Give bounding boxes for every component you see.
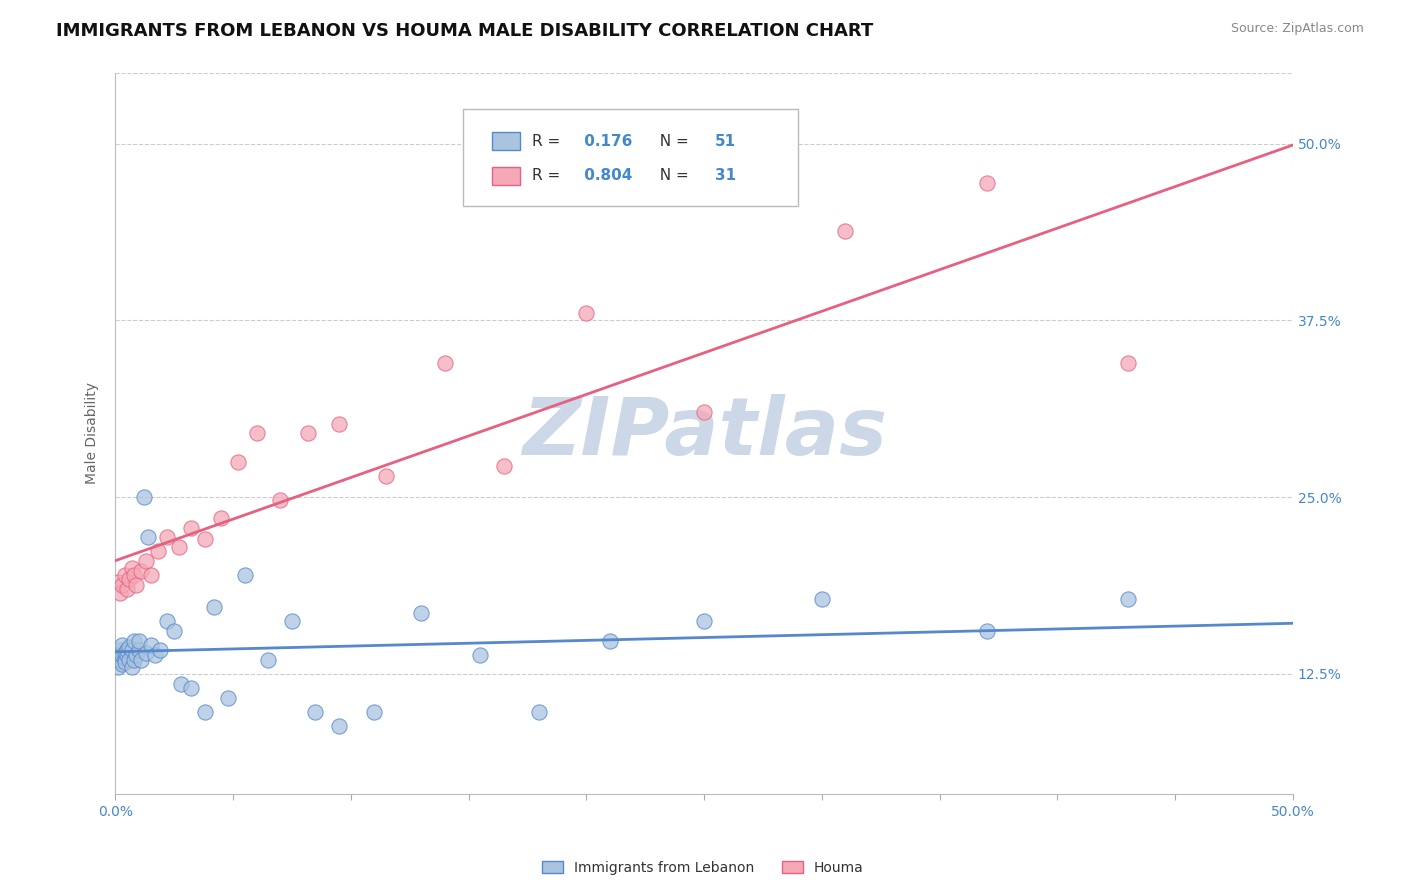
Point <box>411 606 433 620</box>
Point <box>1116 356 1139 370</box>
Point <box>575 306 598 320</box>
Point <box>128 642 150 657</box>
Point <box>118 640 141 654</box>
Point <box>304 705 326 719</box>
Point <box>129 652 152 666</box>
Point <box>118 652 141 666</box>
Point <box>599 634 621 648</box>
Point <box>125 577 148 591</box>
Point <box>257 652 280 666</box>
Point <box>328 417 350 431</box>
Point <box>470 648 492 663</box>
Point <box>139 567 162 582</box>
Point <box>163 624 186 639</box>
Point <box>209 511 232 525</box>
Point <box>122 567 145 582</box>
Text: Source: ZipAtlas.com: Source: ZipAtlas.com <box>1230 22 1364 36</box>
Point <box>363 705 385 719</box>
Point <box>167 540 190 554</box>
Text: 31: 31 <box>714 169 735 184</box>
Point <box>170 676 193 690</box>
Point <box>246 426 269 441</box>
Point <box>121 642 143 657</box>
Legend: Immigrants from Lebanon, Houma: Immigrants from Lebanon, Houma <box>537 855 869 880</box>
Text: R =: R = <box>533 169 565 184</box>
Point <box>111 639 134 653</box>
Point <box>976 176 998 190</box>
Point <box>108 646 131 660</box>
Point <box>128 634 150 648</box>
Point <box>156 530 179 544</box>
Point <box>139 639 162 653</box>
Point <box>132 490 155 504</box>
Point <box>114 567 136 582</box>
Point <box>297 426 319 441</box>
Point <box>976 624 998 639</box>
Point <box>811 591 834 606</box>
Point <box>146 543 169 558</box>
Point <box>834 224 856 238</box>
Y-axis label: Male Disability: Male Disability <box>86 383 100 484</box>
Point <box>129 564 152 578</box>
Text: N =: N = <box>650 134 693 149</box>
Point <box>108 586 131 600</box>
Point <box>529 705 551 719</box>
Point <box>114 646 136 660</box>
Point <box>136 530 159 544</box>
Text: R =: R = <box>533 134 565 149</box>
Point <box>114 656 136 670</box>
Point <box>121 659 143 673</box>
Point <box>107 648 129 663</box>
Point <box>118 572 141 586</box>
Text: 51: 51 <box>714 134 735 149</box>
Point <box>111 577 134 591</box>
Point <box>111 648 134 663</box>
Point <box>156 615 179 629</box>
Point <box>122 634 145 648</box>
Point <box>375 468 398 483</box>
Point <box>135 554 157 568</box>
Text: 0.176: 0.176 <box>579 134 633 149</box>
Text: 0.804: 0.804 <box>579 169 633 184</box>
Text: IMMIGRANTS FROM LEBANON VS HOUMA MALE DISABILITY CORRELATION CHART: IMMIGRANTS FROM LEBANON VS HOUMA MALE DI… <box>56 22 873 40</box>
Point <box>269 492 291 507</box>
Point <box>149 642 172 657</box>
Point <box>107 574 129 589</box>
Point <box>202 600 225 615</box>
Point <box>226 455 249 469</box>
Point <box>108 652 131 666</box>
Point <box>281 615 304 629</box>
Point <box>114 651 136 665</box>
FancyBboxPatch shape <box>492 168 520 185</box>
Point <box>107 652 129 666</box>
Point <box>434 356 457 370</box>
FancyBboxPatch shape <box>463 109 799 206</box>
Point <box>111 657 134 671</box>
Point <box>115 642 138 657</box>
Point <box>693 405 716 419</box>
Point <box>492 458 515 473</box>
FancyBboxPatch shape <box>492 132 520 150</box>
Point <box>115 582 138 596</box>
Point <box>135 646 157 660</box>
Point <box>693 615 716 629</box>
Point <box>217 690 239 705</box>
Point <box>122 652 145 666</box>
Point <box>121 560 143 574</box>
Point <box>180 681 202 695</box>
Point <box>108 642 131 657</box>
Point <box>194 705 217 719</box>
Point <box>180 521 202 535</box>
Point <box>107 659 129 673</box>
Point <box>328 719 350 733</box>
Point <box>1116 591 1139 606</box>
Point <box>115 648 138 663</box>
Point <box>194 533 217 547</box>
Text: N =: N = <box>650 169 693 184</box>
Text: ZIPatlas: ZIPatlas <box>522 394 887 473</box>
Point <box>143 648 166 663</box>
Point <box>233 567 256 582</box>
Point <box>125 648 148 663</box>
